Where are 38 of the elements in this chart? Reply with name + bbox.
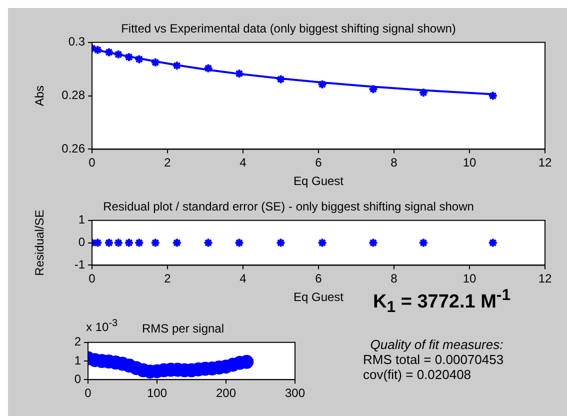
x-tick-label: 4 [240, 272, 247, 286]
y-axis-title: Abs [32, 85, 47, 106]
x-tick-label: 4 [240, 156, 247, 170]
x-tick-label: 2 [164, 272, 172, 286]
y-tick-label: 0 [78, 235, 86, 250]
x-tick-label: 8 [390, 156, 398, 170]
x-axis-title: Eq Guest [293, 290, 344, 304]
y-tick-label: 1 [78, 212, 86, 227]
text: K$_{1}$ = 3772.1 M$^{-1}$ [373, 287, 510, 316]
x-tick-label: 2 [164, 156, 172, 170]
y-tick-label: 0.28 [62, 88, 86, 102]
x-tick-label: 10 [462, 156, 476, 170]
x-tick-label: 12 [538, 156, 552, 170]
y-tick-label: 1 [74, 353, 82, 368]
y-tick-label: -1 [74, 258, 86, 272]
x-axis-title: Eq Guest [293, 174, 344, 188]
text: x 10$^{-3}$ [86, 318, 118, 334]
x-tick-label: 100 [146, 386, 168, 400]
x-tick-label: 0 [88, 156, 96, 170]
x-tick-label: 200 [216, 386, 236, 400]
chart-title: RMS per signal [142, 322, 224, 336]
x-tick-label: 8 [390, 272, 398, 286]
x-tick-label: 0 [88, 272, 96, 286]
x-tick-label: 12 [538, 272, 552, 286]
y-tick-label: 0.3 [68, 34, 86, 49]
x-tick-label: 6 [315, 272, 322, 286]
y-tick-label: 0.26 [62, 142, 86, 156]
text: cov(fit) = 0.020408 [363, 367, 472, 382]
x-tick-label: 10 [462, 272, 476, 286]
x-tick-label: 300 [284, 386, 306, 400]
chart-title: Residual plot / standard error (SE) - only biggest shifting signal shown [103, 200, 474, 214]
x-tick-label: 6 [315, 156, 322, 170]
text: RMS total = 0.00070453 [363, 352, 505, 368]
text: Quality of fit measures: [369, 337, 504, 352]
y-tick-label: 2 [74, 334, 82, 349]
y-tick-label: 0 [74, 372, 82, 386]
y-axis-title: Residual/SE [32, 210, 47, 276]
chart-title: Fitted vs Experimental data (only biggest shifting signal shown) [121, 22, 456, 36]
